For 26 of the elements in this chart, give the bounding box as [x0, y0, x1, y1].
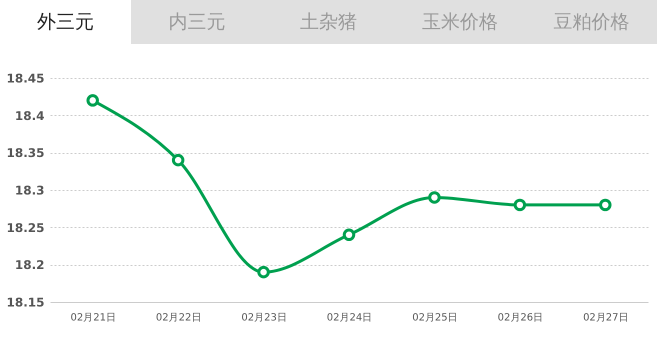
point	[257, 266, 270, 278]
y-tick-label: 18.3	[14, 184, 44, 198]
y-tick-label: 18.25	[6, 220, 44, 235]
point	[428, 191, 441, 204]
y-tick-label: 18.15	[6, 296, 44, 310]
x-tick-label: 02月21日	[70, 312, 116, 324]
x-tick-label: 02月24日	[326, 312, 372, 324]
text: 内三元	[168, 10, 227, 35]
x-tick-label: 02月27日	[583, 312, 629, 324]
x-tick-label: 02月25日	[412, 312, 458, 324]
y-tick-label: 18.45	[6, 72, 44, 86]
x-tick-label: 02月26日	[498, 312, 544, 324]
y-tick-label: 18.4	[14, 108, 44, 123]
text: 豆粕价格	[552, 10, 630, 35]
text: 玉米价格	[420, 10, 499, 35]
point	[86, 94, 99, 107]
x-tick-label: 02月23日	[241, 312, 287, 324]
point	[172, 154, 184, 166]
text: 土杂猪	[299, 10, 358, 35]
y-tick-label: 18.2	[14, 258, 44, 272]
x-tick-label: 02月22日	[156, 312, 202, 324]
text: 外三元	[0, 0, 132, 44]
point	[599, 198, 612, 212]
point	[342, 228, 356, 242]
point	[514, 198, 526, 212]
y-tick-label: 18.35	[6, 146, 44, 160]
